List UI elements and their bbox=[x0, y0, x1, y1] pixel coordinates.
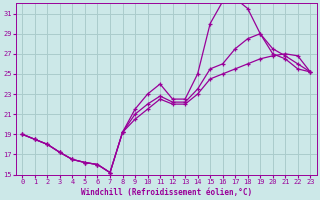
X-axis label: Windchill (Refroidissement éolien,°C): Windchill (Refroidissement éolien,°C) bbox=[81, 188, 252, 197]
